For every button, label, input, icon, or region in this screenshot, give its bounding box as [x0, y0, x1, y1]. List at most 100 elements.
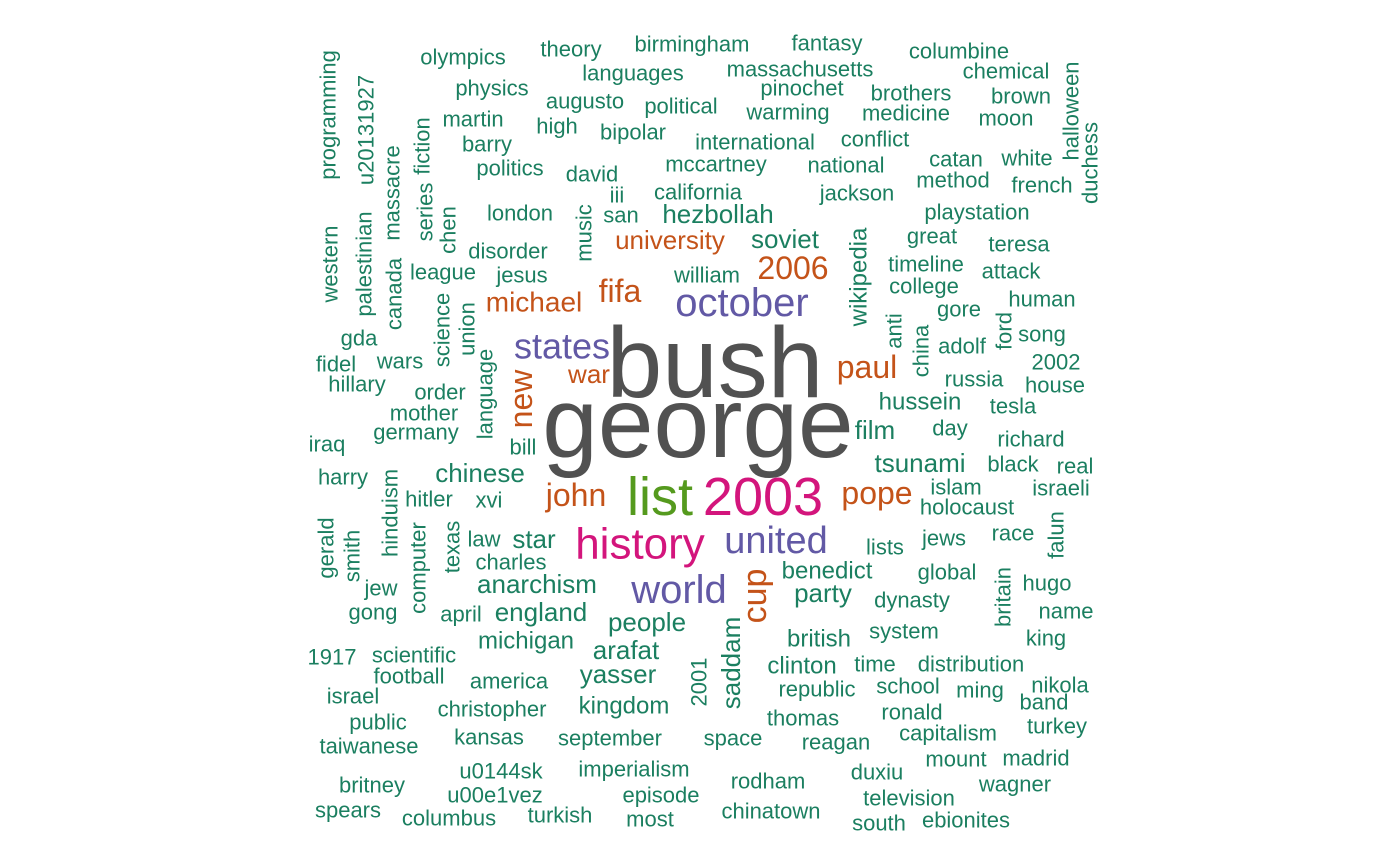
word-league: league	[410, 260, 476, 285]
word-john: john	[545, 477, 607, 513]
word-playstation: playstation	[924, 200, 1029, 225]
word-school: school	[876, 674, 940, 699]
word-system: system	[869, 619, 939, 644]
word-ronald: ronald	[881, 700, 942, 725]
word-michigan: michigan	[478, 628, 574, 655]
word-timeline: timeline	[888, 252, 964, 277]
word-mother: mother	[390, 401, 458, 426]
word-adolf: adolf	[938, 334, 987, 359]
word-san: san	[603, 203, 638, 228]
word-hussein: hussein	[879, 389, 962, 416]
word-british: british	[787, 626, 851, 653]
word-wikipedia: wikipedia	[846, 227, 873, 327]
word-states: states	[514, 326, 610, 367]
word-time: time	[854, 652, 896, 677]
word-distribution: distribution	[918, 652, 1024, 677]
word-history: history	[575, 520, 705, 569]
word-california: california	[654, 180, 743, 205]
word-u00e1vez: u00e1vez	[447, 783, 542, 808]
word-birmingham: birmingham	[635, 32, 750, 57]
word-1917: 1917	[308, 645, 357, 670]
word-high: high	[536, 114, 578, 139]
word-university: university	[615, 225, 725, 255]
word-great: great	[907, 224, 957, 249]
word-music: music	[572, 204, 597, 261]
word-jews: jews	[921, 526, 966, 551]
word-real: real	[1057, 454, 1094, 479]
word-columbus: columbus	[402, 806, 496, 831]
word-fifa: fifa	[599, 273, 642, 309]
word-taiwanese: taiwanese	[319, 734, 418, 759]
word-band: band	[1020, 690, 1069, 715]
word-barry: barry	[462, 132, 512, 157]
word-harry: harry	[318, 465, 368, 490]
word-iraq: iraq	[309, 432, 346, 457]
word-2002: 2002	[1032, 350, 1081, 375]
word-star: star	[512, 524, 556, 554]
word-germany: germany	[373, 420, 459, 445]
word-hugo: hugo	[1023, 571, 1072, 596]
word-israeli: israeli	[1032, 476, 1089, 501]
word-thomas: thomas	[767, 706, 839, 731]
word-united: united	[724, 520, 828, 562]
word-white: white	[1000, 146, 1052, 171]
word-america: america	[470, 669, 549, 694]
word-global: global	[918, 560, 977, 585]
word-iii: iii	[610, 183, 625, 208]
word-david: david	[566, 162, 619, 187]
word-pope: pope	[841, 475, 912, 511]
word-october: october	[675, 281, 808, 325]
word-teresa: teresa	[988, 232, 1050, 257]
word-south: south	[852, 811, 906, 836]
word-xvi: xvi	[476, 488, 503, 513]
word-u20131927: u20131927	[354, 75, 379, 185]
word-attack: attack	[982, 259, 1042, 284]
word-languages: languages	[582, 61, 684, 86]
word-pinochet: pinochet	[760, 76, 843, 101]
word-ebionites: ebionites	[922, 808, 1010, 833]
word-bush: bush	[607, 307, 824, 419]
word-israel: israel	[327, 684, 380, 709]
word-anti: anti	[882, 313, 907, 348]
word-gda: gda	[341, 326, 378, 351]
word-massachusetts: massachusetts	[727, 57, 874, 82]
word-islam: islam	[930, 475, 981, 500]
word-theory: theory	[540, 37, 601, 62]
word-human: human	[1008, 287, 1075, 312]
word-saddam: saddam	[716, 617, 746, 710]
word-gerald: gerald	[314, 517, 339, 578]
word-western: western	[318, 225, 343, 303]
word-war: war	[567, 359, 610, 389]
word-day: day	[932, 416, 967, 441]
word-duxiu: duxiu	[851, 760, 904, 785]
word-chinese: chinese	[435, 458, 525, 488]
word-dynasty: dynasty	[874, 588, 950, 613]
word-tesla: tesla	[990, 394, 1037, 419]
word-soviet: soviet	[751, 224, 820, 254]
word-u0144sk: u0144sk	[459, 759, 543, 784]
word-bipolar: bipolar	[600, 120, 666, 145]
word-turkey: turkey	[1027, 714, 1087, 739]
word-list: list	[627, 467, 693, 527]
word-falun: falun	[1044, 511, 1069, 559]
word-turkish: turkish	[528, 803, 593, 828]
word-canada: canada	[382, 257, 407, 330]
word-2006: 2006	[757, 250, 828, 286]
word-chinatown: chinatown	[721, 799, 820, 824]
word-race: race	[992, 521, 1035, 546]
word-republic: republic	[778, 677, 855, 702]
word-george: george	[542, 367, 853, 479]
word-computer: computer	[406, 522, 431, 614]
word-football: football	[374, 664, 445, 689]
word-science: science	[430, 293, 455, 368]
word-lists: lists	[866, 535, 904, 560]
word-reagan: reagan	[802, 730, 871, 755]
word-most: most	[626, 807, 674, 832]
word-people: people	[608, 607, 686, 637]
word-kansas: kansas	[454, 725, 524, 750]
word-bill: bill	[510, 435, 537, 460]
word-hitler: hitler	[405, 487, 453, 512]
word-party: party	[794, 578, 852, 608]
word-duchess: duchess	[1078, 122, 1103, 204]
